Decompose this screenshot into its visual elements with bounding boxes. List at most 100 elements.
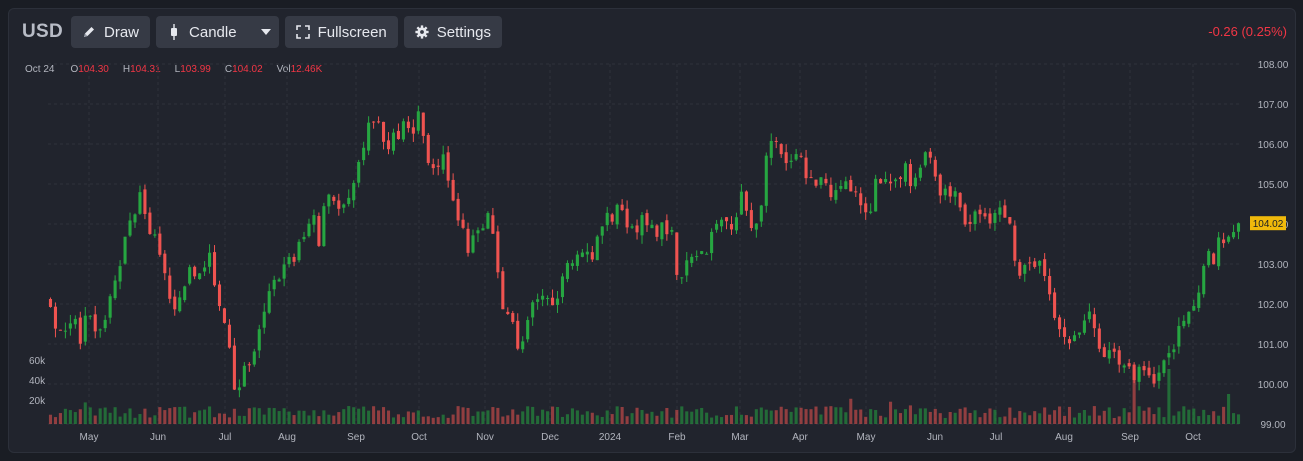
candle-body xyxy=(724,217,729,222)
candle-body xyxy=(546,297,550,299)
volume-bar xyxy=(362,406,366,424)
candle-body xyxy=(1182,320,1186,327)
candle-body xyxy=(526,320,530,340)
candle-body xyxy=(829,184,833,198)
volume-bar xyxy=(1172,415,1176,424)
volume-bar xyxy=(879,415,883,424)
candle-body xyxy=(446,152,450,181)
candle-body xyxy=(386,140,391,150)
candle-body xyxy=(1058,317,1062,330)
candle-body xyxy=(575,254,579,266)
volume-bar xyxy=(1082,409,1086,424)
candle-body xyxy=(903,163,908,182)
candle-body xyxy=(585,251,589,255)
volume-bar xyxy=(68,410,72,424)
volume-bar xyxy=(292,415,296,424)
x-tick-label: May xyxy=(80,432,99,443)
volume-bar xyxy=(859,409,863,424)
volume-bar xyxy=(655,415,659,424)
volume-bar xyxy=(1077,412,1081,424)
volume-bar xyxy=(272,408,276,424)
candle-body xyxy=(83,315,87,342)
volume-bar xyxy=(744,415,748,424)
candle-body xyxy=(893,179,898,182)
candle-body xyxy=(570,263,574,266)
candle-body xyxy=(357,161,361,183)
volume-bar xyxy=(208,406,212,424)
candle-body xyxy=(933,159,937,177)
gear-icon xyxy=(415,25,429,39)
volume-bar xyxy=(242,415,246,424)
volume-bar xyxy=(1028,415,1032,424)
volume-bar xyxy=(1177,411,1181,424)
candle-body xyxy=(431,164,435,169)
candle-body xyxy=(516,320,520,349)
volume-bar xyxy=(710,417,714,424)
volume-bar xyxy=(1192,408,1196,424)
candle-body xyxy=(1043,259,1047,276)
volume-bar xyxy=(1132,369,1136,424)
volume-bar xyxy=(431,417,435,424)
candle-body xyxy=(461,219,465,228)
volume-bar xyxy=(158,407,162,424)
volume-bar xyxy=(133,417,137,424)
volume-bar xyxy=(1187,409,1191,424)
candle-body xyxy=(153,234,157,236)
candle-body xyxy=(1157,372,1161,381)
volume-bar xyxy=(640,410,644,424)
volume-bar xyxy=(1236,414,1241,424)
volume-bar xyxy=(282,408,286,424)
high-value: 104.31 xyxy=(130,64,161,75)
candle-body xyxy=(168,275,172,299)
volume-bar xyxy=(779,406,783,424)
volume-bar xyxy=(198,410,202,424)
volume-bar xyxy=(869,409,873,424)
candle-body xyxy=(511,313,515,322)
volume-bar xyxy=(799,407,803,424)
candle-body xyxy=(163,253,167,274)
volume-bar xyxy=(138,414,142,424)
settings-button[interactable]: Settings xyxy=(403,16,502,48)
candle-body xyxy=(1187,311,1191,324)
volume-bar xyxy=(53,417,57,424)
candle-body xyxy=(521,341,525,350)
volume-bar xyxy=(700,407,704,424)
fullscreen-button[interactable]: Fullscreen xyxy=(284,16,398,48)
candle-body xyxy=(854,191,858,193)
price-chart[interactable]: 108.00107.00106.00105.00104.00103.00102.… xyxy=(9,9,1296,453)
volume-bar xyxy=(73,412,77,424)
candle-body xyxy=(884,178,888,183)
candle-body xyxy=(292,256,296,262)
candle-body xyxy=(874,178,878,212)
volume-bar xyxy=(660,411,664,424)
volume-bar xyxy=(416,410,420,424)
candle-body xyxy=(193,266,197,277)
volume-bar xyxy=(1058,406,1062,424)
volume-bar xyxy=(665,407,669,424)
candle-body xyxy=(779,144,783,155)
x-tick-label: Mar xyxy=(731,432,749,443)
volume-bar xyxy=(1023,412,1027,424)
candle-body xyxy=(1028,262,1032,264)
candle-body xyxy=(849,179,853,192)
volume-bar xyxy=(347,406,351,424)
volume-bar xyxy=(342,409,346,424)
volume-bar xyxy=(695,409,699,424)
volume-bar xyxy=(819,414,823,424)
candle-body xyxy=(555,298,560,305)
candle-body xyxy=(590,252,594,260)
volume-bar xyxy=(968,412,972,424)
draw-button[interactable]: Draw xyxy=(71,16,151,48)
volume-bar xyxy=(1092,406,1096,424)
candle-body xyxy=(600,226,604,236)
volume-bar xyxy=(610,414,614,424)
chart-type-dropdown[interactable]: Candle xyxy=(156,16,279,48)
price-change: -0.26 (0.25%) xyxy=(1208,24,1287,39)
volume-bar xyxy=(550,406,555,424)
candle-body xyxy=(1008,217,1012,224)
open-label: O xyxy=(70,64,79,75)
x-tick-label: Oct xyxy=(411,432,427,443)
candle-body xyxy=(481,228,485,231)
volume-bar xyxy=(948,412,952,424)
volume-bar xyxy=(511,409,515,424)
